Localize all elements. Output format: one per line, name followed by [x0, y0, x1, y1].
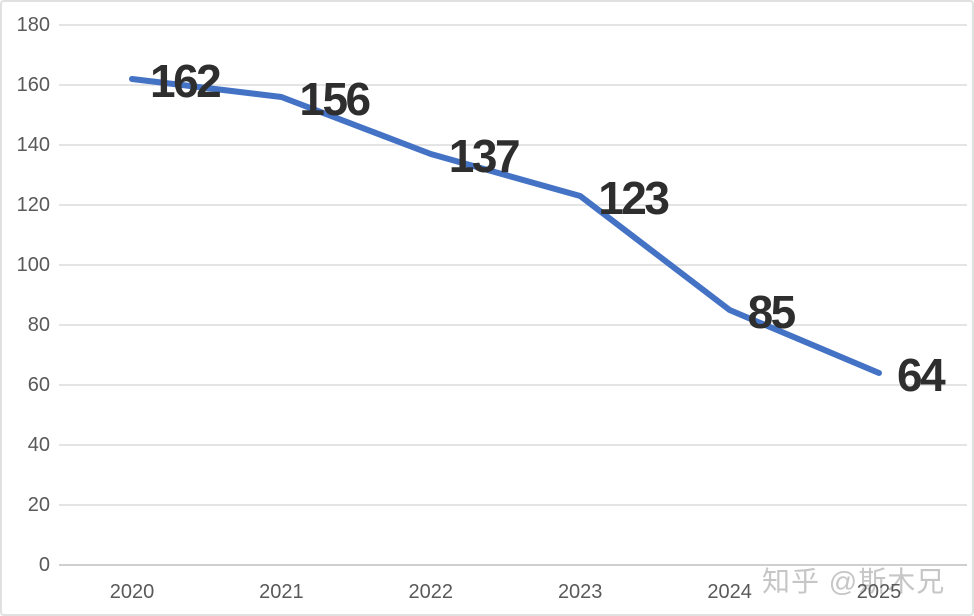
x-tick-label: 2024 [707, 581, 752, 603]
x-tick-label: 2025 [857, 581, 902, 603]
trend-line [129, 76, 882, 376]
y-tick-label: 100 [17, 254, 50, 276]
y-tick-label: 180 [17, 14, 50, 36]
x-tick-label: 2021 [259, 581, 304, 603]
y-tick-label: 40 [28, 434, 50, 456]
data-label: 137 [449, 130, 519, 182]
x-tick-label: 2022 [409, 581, 454, 603]
y-tick-label: 80 [28, 314, 50, 336]
data-label: 64 [897, 349, 946, 401]
y-tick-label: 0 [39, 554, 50, 576]
data-label: 85 [748, 286, 796, 338]
data-label: 156 [299, 73, 369, 125]
y-tick-label: 120 [17, 194, 50, 216]
y-tick-label: 160 [17, 74, 50, 96]
data-label: 162 [150, 55, 220, 107]
data-label: 123 [598, 172, 668, 224]
x-tick-label: 2020 [110, 581, 155, 603]
watermark-text: 知乎 @斯木兄 [762, 566, 946, 597]
x-tick-label: 2023 [558, 581, 603, 603]
y-tick-label: 20 [28, 494, 50, 516]
watermark: 知乎 @斯木兄 [762, 560, 945, 600]
y-tick-label: 60 [28, 374, 50, 396]
y-tick-label: 140 [17, 134, 50, 156]
